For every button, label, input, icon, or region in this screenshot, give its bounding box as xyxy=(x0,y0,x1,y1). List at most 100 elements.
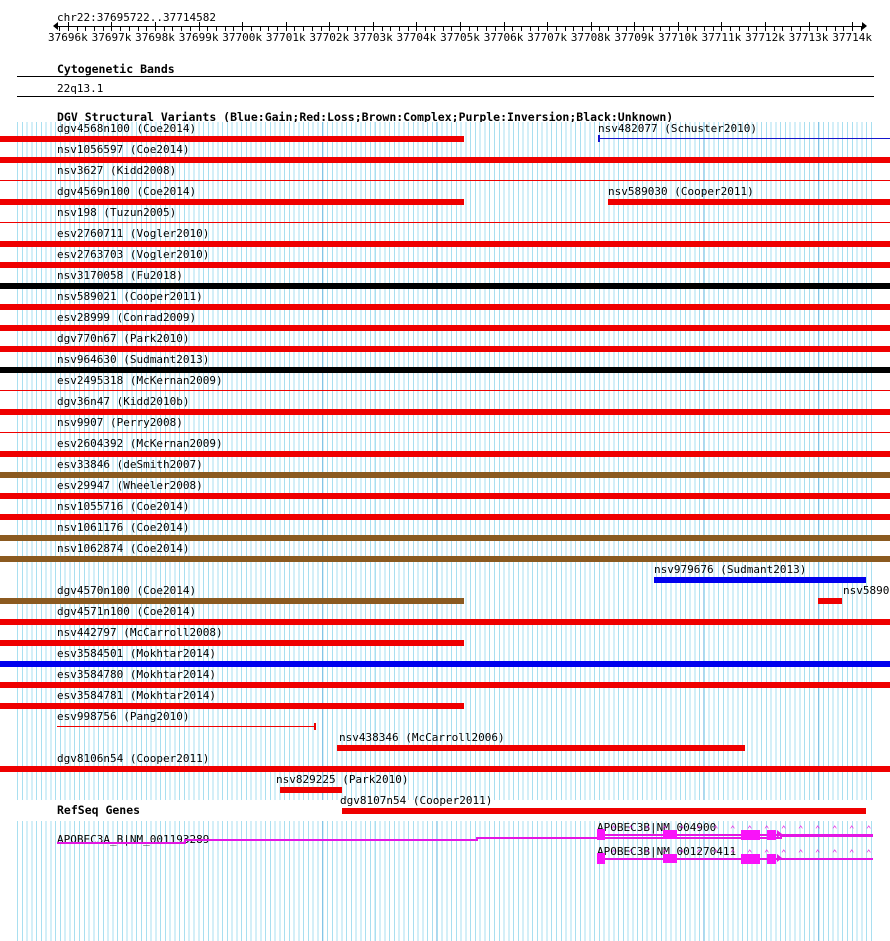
variant-bar[interactable] xyxy=(0,598,464,604)
gene-intron-line[interactable] xyxy=(780,835,873,837)
variant-label[interactable]: nsv964630 (Sudmant2013) xyxy=(57,353,210,366)
variant-bar[interactable] xyxy=(0,346,890,352)
variant-bar[interactable] xyxy=(0,514,890,520)
variant-bar[interactable] xyxy=(0,556,890,562)
ruler-tick-minor xyxy=(616,26,618,31)
gene-intron-line[interactable] xyxy=(57,842,184,844)
variant-bar[interactable] xyxy=(0,199,464,205)
gene-intron-line[interactable] xyxy=(184,839,476,841)
variant-line[interactable] xyxy=(57,723,316,730)
variant-bar[interactable] xyxy=(0,241,890,247)
gene-exon[interactable] xyxy=(663,854,677,864)
variant-label[interactable]: nsv1055716 (Coe2014) xyxy=(57,500,190,513)
gene-intron-line[interactable] xyxy=(597,834,873,836)
variant-label[interactable]: nsv589021 (Cooper2011) xyxy=(57,290,203,303)
ruler-tick-label: 37713k xyxy=(788,31,829,44)
ruler-tick-minor xyxy=(825,26,827,31)
ruler-tick-minor xyxy=(303,26,305,31)
variant-label[interactable]: nsv1056597 (Coe2014) xyxy=(57,143,190,156)
gene-exon[interactable] xyxy=(597,829,605,841)
variant-label[interactable]: dgv36n47 (Kidd2010b) xyxy=(57,395,190,408)
gene-intron-line[interactable] xyxy=(597,858,873,860)
ruler-tick-minor xyxy=(555,26,557,31)
variant-label[interactable]: nsv5890 xyxy=(843,584,890,597)
variant-bar[interactable] xyxy=(0,640,464,646)
variant-bar[interactable] xyxy=(342,808,866,814)
gene-exon[interactable] xyxy=(597,853,605,865)
variant-bar[interactable] xyxy=(0,682,890,688)
variant-label[interactable]: dgv4570n100 (Coe2014) xyxy=(57,584,197,597)
variant-label[interactable]: nsv979676 (Sudmant2013) xyxy=(654,563,807,576)
ruler-tick-major xyxy=(285,22,287,31)
variant-label[interactable]: nsv482077 (Schuster2010) xyxy=(598,122,757,135)
gene-exon[interactable] xyxy=(741,853,760,864)
variant-label[interactable]: esv2763703 (Vogler2010) xyxy=(57,248,210,261)
cytoband-label[interactable]: 22q13.1 xyxy=(57,82,104,95)
variant-label[interactable]: nsv829225 (Park2010) xyxy=(276,773,409,786)
variant-label[interactable]: esv28999 (Conrad2009) xyxy=(57,311,197,324)
variant-label[interactable]: nsv198 (Tuzun2005) xyxy=(57,206,177,219)
variant-bar[interactable] xyxy=(0,703,464,709)
variant-label[interactable]: esv33846 (deSmith2007) xyxy=(57,458,203,471)
coordinate-ruler: chr22:37695722..37714582 37696k 37697k 376… xyxy=(0,0,890,48)
variant-bar[interactable] xyxy=(0,766,890,772)
gene-exon[interactable] xyxy=(663,830,677,840)
variant-label[interactable]: dgv4571n100 (Coe2014) xyxy=(57,605,197,618)
variant-line[interactable] xyxy=(0,222,890,223)
gene-label[interactable]: APOBEC3B|NM_004900 xyxy=(597,821,717,834)
variant-label[interactable]: nsv1061176 (Coe2014) xyxy=(57,521,190,534)
variant-bar[interactable] xyxy=(818,598,842,604)
gene-label[interactable]: APOBEC3B|NM_001270411 xyxy=(597,845,737,858)
ruler-tick-minor xyxy=(642,26,644,31)
dgv-track-title: DGV Structural Variants (Blue:Gain;Red:L… xyxy=(57,110,674,124)
variant-label[interactable]: esv2760711 (Vogler2010) xyxy=(57,227,210,240)
variant-label[interactable]: dgv770n67 (Park2010) xyxy=(57,332,190,345)
variant-bar[interactable] xyxy=(0,367,890,373)
variant-bar[interactable] xyxy=(0,283,890,289)
variant-bar[interactable] xyxy=(280,787,342,793)
variant-bar[interactable] xyxy=(0,661,890,667)
variant-bar[interactable] xyxy=(0,535,890,541)
variant-bar[interactable] xyxy=(0,304,890,310)
variant-label[interactable]: nsv3627 (Kidd2008) xyxy=(57,164,177,177)
variant-label[interactable]: esv3584501 (Mokhtar2014) xyxy=(57,647,216,660)
gene-exon[interactable] xyxy=(767,853,776,864)
variant-line[interactable] xyxy=(0,180,890,181)
variant-bar[interactable] xyxy=(608,199,890,205)
ruler-tick-label: 37707k xyxy=(527,31,567,44)
variant-label[interactable]: esv3584781 (Mokhtar2014) xyxy=(57,689,216,702)
variant-bar[interactable] xyxy=(0,262,890,268)
variant-bar[interactable] xyxy=(0,451,890,457)
variant-label[interactable]: nsv442797 (McCarroll2008) xyxy=(57,626,223,639)
variant-bar[interactable] xyxy=(0,409,890,415)
variant-bar[interactable] xyxy=(0,493,890,499)
variant-bar[interactable] xyxy=(0,325,890,331)
variant-label[interactable]: esv998756 (Pang2010) xyxy=(57,710,190,723)
variant-label[interactable]: nsv3170058 (Fu2018) xyxy=(57,269,183,282)
gene-exon[interactable] xyxy=(741,829,760,840)
variant-label[interactable]: esv3584780 (Mokhtar2014) xyxy=(57,668,216,681)
variant-bar[interactable] xyxy=(654,577,866,583)
variant-bar[interactable] xyxy=(0,136,464,142)
variant-label[interactable]: dgv8107n54 (Cooper2011) xyxy=(340,794,493,807)
variant-label[interactable]: dgv8106n54 (Cooper2011) xyxy=(57,752,210,765)
gene-exon[interactable] xyxy=(767,829,776,840)
variant-bar[interactable] xyxy=(0,619,890,625)
variant-label[interactable]: dgv4569n100 (Coe2014) xyxy=(57,185,197,198)
variant-label[interactable]: nsv438346 (McCarroll2006) xyxy=(339,731,505,744)
variant-label[interactable]: nsv9907 (Perry2008) xyxy=(57,416,183,429)
variant-line[interactable] xyxy=(598,135,890,142)
variant-bar[interactable] xyxy=(337,745,745,751)
variant-label[interactable]: esv2495318 (McKernan2009) xyxy=(57,374,223,387)
variant-line[interactable] xyxy=(0,390,890,391)
variant-label[interactable]: nsv589030 (Cooper2011) xyxy=(608,185,754,198)
variant-bar[interactable] xyxy=(0,157,890,163)
variant-label[interactable]: esv2604392 (McKernan2009) xyxy=(57,437,223,450)
ruler-tick-minor xyxy=(189,26,191,31)
variant-label[interactable]: dgv4568n100 (Coe2014) xyxy=(57,122,197,135)
variant-bar[interactable] xyxy=(0,472,890,478)
variant-label[interactable]: esv29947 (Wheeler2008) xyxy=(57,479,203,492)
variant-line[interactable] xyxy=(0,432,890,433)
gene-intron-line[interactable] xyxy=(476,837,780,839)
variant-label[interactable]: nsv1062874 (Coe2014) xyxy=(57,542,190,555)
